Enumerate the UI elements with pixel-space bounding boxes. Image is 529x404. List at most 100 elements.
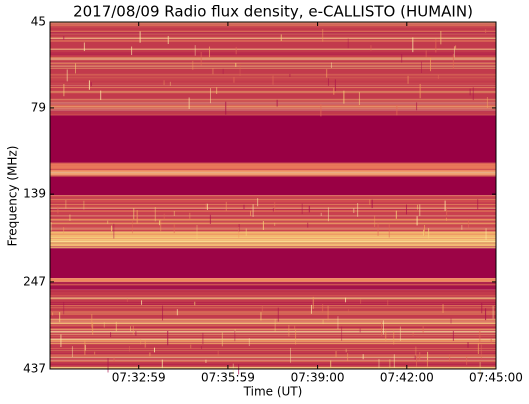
texture-line	[50, 306, 496, 308]
texture-streak	[66, 69, 68, 82]
texture-line	[50, 222, 496, 225]
texture-streak	[477, 199, 479, 210]
texture-streak	[188, 97, 190, 109]
texture-line	[50, 65, 496, 68]
texture-line	[50, 198, 496, 199]
texture-streak	[252, 204, 254, 217]
texture-streak	[442, 304, 444, 313]
y-tick-label: 45	[31, 15, 46, 29]
texture-line	[50, 36, 496, 38]
texture-line	[50, 295, 496, 296]
texture-line	[50, 105, 496, 107]
texture-streak	[416, 354, 418, 367]
texture-line	[50, 334, 496, 336]
texture-line	[50, 333, 496, 335]
texture-line	[50, 331, 496, 333]
texture-line	[50, 328, 496, 330]
texture-streak	[100, 90, 102, 100]
texture-line	[50, 73, 496, 75]
texture-streak	[234, 330, 236, 342]
texture-line	[50, 215, 496, 217]
texture-streak	[201, 346, 203, 350]
texture-streak	[50, 222, 52, 231]
texture-streak	[467, 219, 469, 228]
texture-streak	[320, 212, 322, 216]
texture-line	[50, 328, 496, 331]
texture-streak	[327, 305, 329, 321]
texture-streak	[414, 355, 416, 360]
texture-streak	[289, 347, 291, 363]
texture-streak	[393, 330, 395, 345]
texture-line	[50, 67, 496, 69]
texture-line	[50, 355, 496, 357]
texture-line	[50, 360, 496, 362]
texture-streak	[347, 38, 349, 49]
texture-streak	[205, 203, 207, 210]
texture-streak	[261, 305, 263, 313]
texture-streak	[103, 322, 105, 328]
texture-line	[50, 319, 496, 321]
texture-streak	[163, 213, 165, 220]
texture-streak	[357, 203, 359, 217]
band	[50, 248, 496, 279]
texture-streak	[405, 204, 407, 215]
texture-streak	[412, 37, 414, 53]
texture-line	[50, 52, 496, 54]
texture-streak	[217, 350, 219, 356]
texture-line	[50, 282, 496, 284]
texture-streak	[162, 305, 164, 321]
y-tick-label: 139	[23, 187, 46, 201]
texture-streak	[382, 320, 384, 335]
texture-line	[50, 236, 496, 237]
texture-streak	[417, 355, 419, 361]
texture-streak	[250, 210, 252, 217]
texture-streak	[65, 200, 67, 209]
texture-line	[50, 203, 496, 205]
texture-line	[50, 106, 496, 108]
texture-streak	[233, 76, 235, 83]
texture-streak	[88, 80, 90, 90]
texture-streak	[490, 338, 492, 343]
texture-line	[50, 219, 496, 221]
axes: 45 79 139 247 437 07:32:59 07:35:59 07:39:00 07:…	[23, 15, 523, 385]
texture-streak	[374, 215, 376, 227]
texture-line	[50, 242, 496, 244]
texture-streak	[492, 305, 494, 319]
texture-streak	[257, 198, 259, 207]
texture-streak	[385, 330, 387, 342]
texture-line	[50, 220, 496, 222]
texture-line	[50, 89, 496, 91]
texture-line	[50, 354, 496, 356]
texture-streak	[407, 75, 409, 84]
texture-streak	[466, 356, 468, 365]
texture-line	[50, 231, 496, 233]
texture-line	[50, 100, 496, 102]
texture-streak	[141, 300, 143, 305]
texture-streak	[154, 206, 156, 222]
texture-streak	[312, 296, 314, 309]
texture-streak	[225, 101, 227, 115]
texture-line	[50, 348, 496, 350]
texture-line	[50, 203, 496, 206]
texture-line	[50, 91, 496, 93]
texture-line	[50, 342, 496, 345]
texture-streak	[200, 51, 202, 66]
texture-streak	[322, 304, 324, 313]
texture-streak	[369, 199, 371, 205]
texture-line	[50, 63, 496, 64]
texture-streak	[158, 220, 160, 226]
texture-streak	[308, 205, 310, 213]
texture-streak	[467, 342, 469, 348]
texture-streak	[52, 312, 54, 316]
texture-streak	[209, 88, 211, 104]
texture-streak	[347, 353, 349, 361]
texture-streak	[176, 309, 178, 316]
texture-streak	[477, 342, 479, 355]
texture-line	[50, 322, 496, 325]
texture-streak	[426, 359, 428, 367]
texture-streak	[320, 104, 322, 117]
texture-line	[50, 105, 496, 107]
texture-streak	[57, 206, 59, 214]
texture-line	[50, 298, 496, 300]
texture-line	[50, 358, 496, 361]
